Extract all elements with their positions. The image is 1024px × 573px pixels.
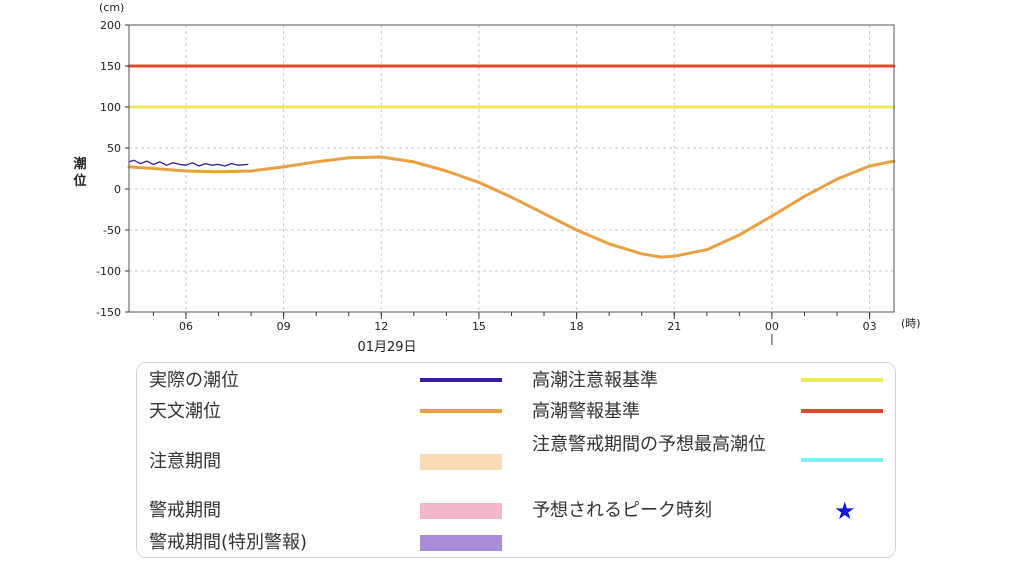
legend-label-astronomical-tide: 天文潮位 xyxy=(149,401,221,422)
series-line-0 xyxy=(128,159,249,167)
legend-swatch-special-warning-period xyxy=(420,535,502,551)
y-axis-label-char: 潮 xyxy=(73,156,86,172)
x-tick-label: 15 xyxy=(472,320,486,333)
series-line-1 xyxy=(127,155,896,259)
date-label: 01月29日 xyxy=(357,340,416,355)
y-axis-label-char: 位 xyxy=(73,173,86,189)
y-tick-label: -150 xyxy=(96,306,121,319)
legend-label-special-warning-period: 警戒期間(特別警報) xyxy=(149,532,308,553)
legend-label-warning-period: 警戒期間 xyxy=(149,500,221,521)
legend-swatch-actual-tide xyxy=(420,378,502,382)
legend-swatch-astronomical-tide xyxy=(420,409,502,413)
x-tick-label: 03 xyxy=(863,320,877,333)
x-tick-label: 00 xyxy=(765,320,779,333)
legend-swatch-warning-period xyxy=(420,503,502,519)
axis-layer: 200 150 100 50 0 -50 -100 -150 06 09 12 15 18 21 00 03 xyxy=(96,19,895,345)
x-tick-label: 06 xyxy=(179,320,193,333)
legend-swatch-predicted-max-tide xyxy=(801,458,883,462)
y-tick-label: -50 xyxy=(103,224,121,237)
legend: 実際の潮位 天文潮位 注意期間 警戒期間 警戒期間(特別警報) 高潮注意報基準 … xyxy=(136,362,896,558)
legend-label-peak-time: 予想されるピーク時刻 xyxy=(532,500,712,521)
legend-label-predicted-max-tide: 注意警戒期間の予想最高潮位 xyxy=(532,434,766,455)
plot-area xyxy=(129,25,894,312)
x-tick-label: 21 xyxy=(667,320,681,333)
y-tick-label: 0 xyxy=(114,183,121,196)
x-tick-label: 18 xyxy=(570,320,584,333)
x-tick-label: 09 xyxy=(277,320,291,333)
grid-layer xyxy=(129,24,894,313)
legend-swatch-warning-criterion xyxy=(801,409,883,413)
y-tick-label: -100 xyxy=(96,265,121,278)
legend-label-caution-period: 注意期間 xyxy=(149,451,221,472)
x-tick-label: 12 xyxy=(374,320,388,333)
y-axis-label: 潮位 xyxy=(73,156,86,189)
y-tick-label: 150 xyxy=(100,60,121,73)
legend-label-actual-tide: 実際の潮位 xyxy=(149,370,239,391)
star-icon: ★ xyxy=(834,497,856,525)
series-layer xyxy=(127,64,896,259)
legend-swatch-advisory-criterion xyxy=(801,378,883,382)
legend-label-advisory-criterion: 高潮注意報基準 xyxy=(532,370,658,391)
y-tick-label: 200 xyxy=(100,19,121,32)
legend-label-warning-criterion: 高潮警報基準 xyxy=(532,401,640,422)
y-tick-label: 100 xyxy=(100,101,121,114)
plot-frame xyxy=(128,24,895,313)
y-unit-label: (cm) xyxy=(99,1,124,14)
legend-swatch-caution-period xyxy=(420,454,502,470)
y-tick-label: 50 xyxy=(107,142,121,155)
x-unit-label: (時) xyxy=(901,317,921,330)
